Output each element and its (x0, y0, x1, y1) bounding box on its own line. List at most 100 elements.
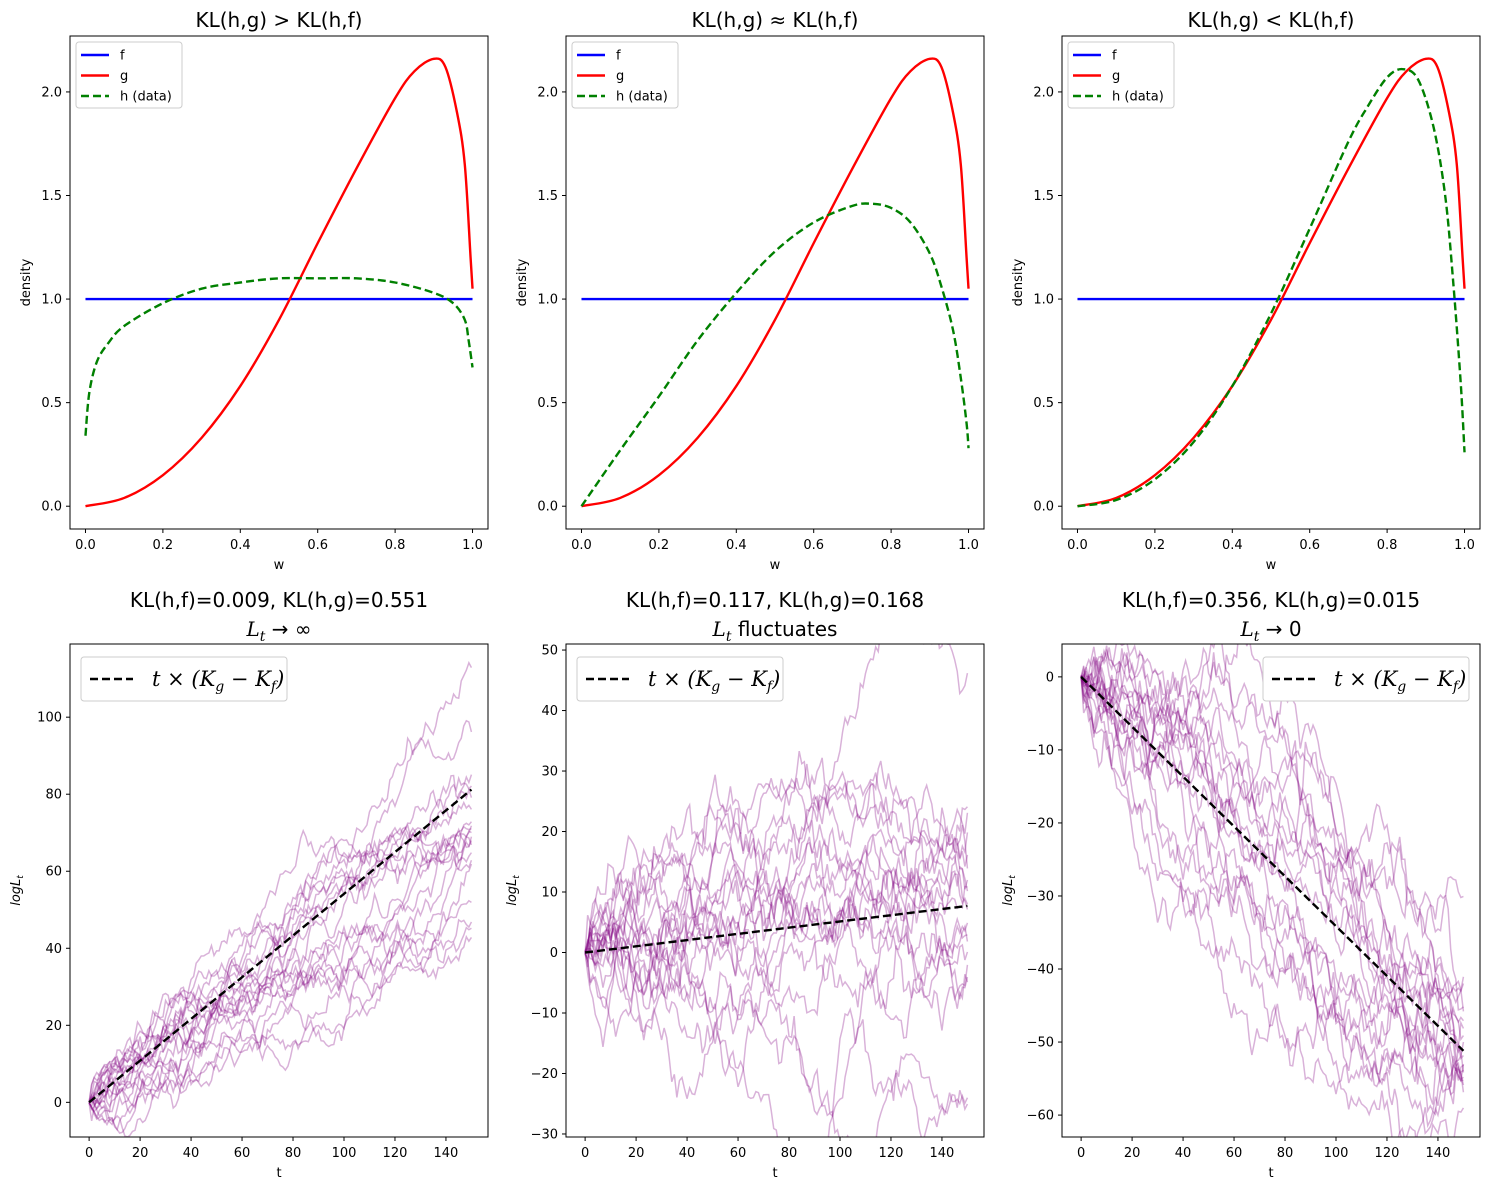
sample-path (88, 825, 472, 1108)
legend: t × (Kg − Kf) (80, 656, 288, 702)
y-tick-label: 1.0 (1033, 293, 1054, 308)
x-tick-label: 120 (1375, 1146, 1400, 1161)
sample-path (584, 925, 969, 1118)
sample-path (89, 926, 472, 1103)
y-tick-label: 0.5 (537, 396, 558, 411)
y-tick-label: 1.5 (1033, 189, 1054, 204)
sample-path (88, 719, 473, 1103)
axes-frame (69, 643, 489, 1138)
legend: fg h (data) (1067, 41, 1175, 109)
sample-path (584, 834, 969, 967)
sample-path (584, 777, 969, 960)
plot-lines (1077, 57, 1466, 508)
y-axis-label: density (1011, 258, 1026, 306)
x-axis-label: t (1268, 1166, 1273, 1181)
x-tick-label: 0 (85, 1146, 93, 1161)
x-tick-label: 1.0 (958, 538, 979, 553)
subplot-6: 0 20 40 60 80 100 120 140 0 −10 −20 −30 −40 −50 −60 t lo… (1001, 588, 1481, 1181)
sample-path (584, 953, 969, 1137)
series-h-data (84, 276, 474, 436)
legend: fg h (data) (571, 41, 679, 109)
y-tick-label: −40 (1027, 963, 1054, 978)
x-tick-label: 100 (332, 1146, 357, 1161)
legend-label: f (1112, 49, 1117, 64)
sample-path (1080, 675, 1464, 1094)
subplot-title: KL(h,g) ≈ KL(h,f) (691, 8, 858, 32)
x-tick-label: 60 (1226, 1146, 1243, 1161)
y-tick-label: 2.0 (41, 85, 62, 100)
sample-path (88, 899, 472, 1132)
y-axis-label: logLt (505, 875, 522, 906)
x-tick-label: 0.8 (385, 538, 406, 553)
subplot-4: 0 20 40 60 80 100 120 140 0 20 40 60 80 100 t logLt KL(h… (9, 588, 489, 1181)
legend-label: t × (Kg − Kf) (1334, 667, 1466, 695)
axes-frame (1061, 35, 1481, 530)
sample-path (584, 832, 969, 981)
x-axis-label: w (770, 558, 781, 573)
plot-area (1062, 36, 1480, 529)
x-tick-label: 140 (434, 1146, 459, 1161)
sample-path (1080, 661, 1464, 939)
sample-path (584, 760, 969, 954)
y-tick-label: 10 (541, 886, 558, 901)
y-tick-label: −20 (1027, 816, 1054, 831)
legend-label: g (616, 69, 624, 84)
y-tick-label: 1.0 (41, 293, 62, 308)
x-axis-label: t (276, 1166, 281, 1181)
sample-path (584, 862, 968, 988)
sample-path (1080, 676, 1464, 1137)
sample-path (1080, 675, 1465, 1137)
legend-label: h (data) (120, 90, 172, 105)
x-tick-label: 0.2 (649, 538, 670, 553)
legend: t × (Kg − Kf) (1262, 656, 1470, 702)
axes-frame (69, 35, 489, 530)
x-tick-label: 140 (1426, 1146, 1451, 1161)
y-tick-label: 20 (541, 825, 558, 840)
y-tick-label: 40 (541, 704, 558, 719)
sample-path (1081, 648, 1465, 1012)
x-tick-label: 0.0 (571, 538, 592, 553)
subplot-5: 0 20 40 60 80 100 120 140 −30 −20 −10 0 10 20 30 40 50 t l… (505, 588, 985, 1181)
x-tick-label: 100 (1324, 1146, 1349, 1161)
sample-path (88, 934, 473, 1114)
x-tick-label: 0.6 (307, 538, 328, 553)
legend: t × (Kg − Kf) (576, 656, 784, 702)
y-tick-label: 0.5 (1033, 396, 1054, 411)
x-axis-label: w (274, 558, 285, 573)
sample-path (1080, 644, 1465, 1073)
sample-path (88, 821, 473, 1107)
y-tick-label: 20 (45, 1019, 62, 1034)
subplot-2: 0.0 0.2 0.4 0.6 0.8 1.0 0.0 0.5 1.0 1.5 2.0 w densit… (515, 8, 985, 573)
x-tick-label: 20 (628, 1146, 645, 1161)
x-tick-label: 40 (679, 1146, 696, 1161)
x-axis-label: t (772, 1166, 777, 1181)
sample-path (88, 829, 472, 1113)
y-tick-label: 1.5 (41, 189, 62, 204)
legend-label: h (data) (616, 90, 668, 105)
plot-area (566, 644, 984, 1137)
series-g (1077, 57, 1466, 508)
y-tick-label: 0.0 (41, 500, 62, 515)
plot-area (70, 644, 488, 1137)
sample-path (584, 644, 969, 974)
y-tick-label: 30 (541, 765, 558, 780)
x-tick-label: 60 (234, 1146, 251, 1161)
y-tick-label: 0 (54, 1096, 62, 1111)
sample-path (584, 920, 969, 1137)
plot-area (1062, 644, 1480, 1137)
series-g (581, 57, 970, 508)
x-tick-label: 1.0 (462, 538, 483, 553)
x-tick-label: 0.2 (1145, 538, 1166, 553)
subplot-subtitle: Lt fluctuates (712, 617, 838, 645)
y-tick-label: 2.0 (537, 85, 558, 100)
y-tick-label: 0 (1046, 670, 1054, 685)
y-tick-label: −30 (1027, 889, 1054, 904)
x-tick-label: 40 (1175, 1146, 1192, 1161)
sample-path (1080, 666, 1464, 1074)
sample-path (1080, 670, 1465, 1024)
sample-path (88, 863, 473, 1111)
x-tick-label: 0.8 (881, 538, 902, 553)
sample-path (584, 866, 969, 1039)
x-tick-label: 60 (730, 1146, 747, 1161)
